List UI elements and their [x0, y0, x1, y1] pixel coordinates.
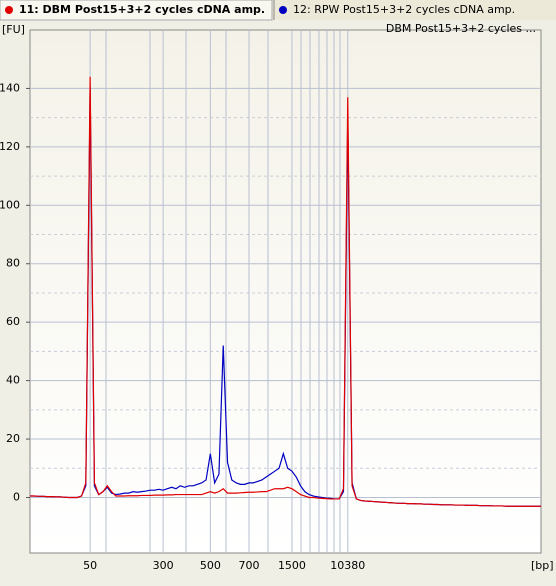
x-tick-label: 700	[239, 559, 260, 572]
x-axis-label: [bp]	[531, 559, 554, 572]
x-tick-label: 500	[200, 559, 221, 572]
legend-entry[interactable]: 11: DBM Post15+3+2 cycles cDNA amp.	[19, 3, 265, 16]
y-tick-label: 0	[13, 490, 20, 503]
y-tick-label: 80	[6, 257, 20, 270]
y-tick-label: 40	[6, 374, 20, 387]
x-tick-label: 300	[153, 559, 174, 572]
y-tick-label: 60	[6, 315, 20, 328]
y-tick-label: 140	[0, 81, 20, 94]
y-tick-label: 100	[0, 198, 20, 211]
x-tick-label: 50	[83, 559, 97, 572]
y-tick-label: 120	[0, 140, 20, 153]
legend-dot	[5, 6, 13, 14]
x-tick-label: 10380	[330, 559, 365, 572]
legend-entry[interactable]: 12: RPW Post15+3+2 cycles cDNA amp.	[293, 3, 515, 16]
y-tick-label: 20	[6, 432, 20, 445]
y-axis-label: [FU]	[2, 23, 25, 36]
annotation: DBM Post15+3+2 cycles ...	[386, 22, 536, 35]
legend-tab[interactable]	[0, 0, 273, 21]
series-line	[30, 76, 541, 507]
plot-area	[29, 29, 542, 554]
x-tick-label: 1500	[278, 559, 306, 572]
legend-dot	[279, 6, 287, 14]
